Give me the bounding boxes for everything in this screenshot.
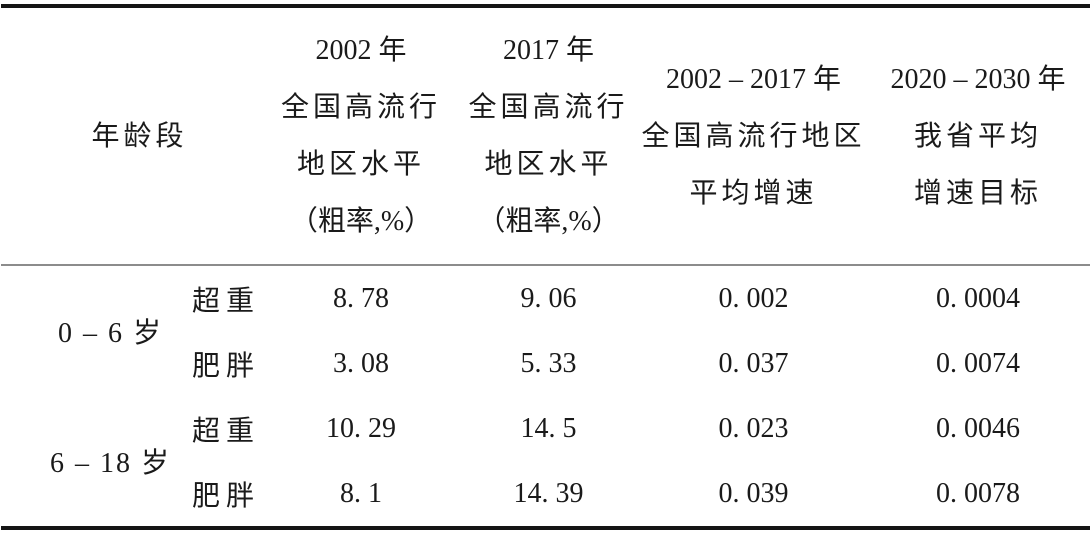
- cell-target: 0. 0074: [936, 347, 1021, 379]
- cell-national-2017: 5. 33: [520, 347, 577, 379]
- cell-category: 超重: [192, 415, 261, 447]
- header-line: （粗率,%）: [477, 206, 620, 237]
- header-age-group: 年龄段: [1, 6, 266, 265]
- table-header: 年龄段 2002 年 全国高流行 地区水平 （粗率,%） 2017 年 全国高流…: [1, 6, 1091, 265]
- header-line: 2002 – 2017 年: [666, 63, 842, 95]
- cell-category: 肥胖: [192, 480, 261, 512]
- cell-age-6-18: 6 – 18 岁: [49, 448, 171, 479]
- header-growth-2002-2017: 2002 – 2017 年 全国高流行地区 平均增速: [641, 6, 866, 265]
- header-national-2017: 2017 年 全国高流行 地区水平 （粗率,%）: [456, 6, 641, 265]
- table-row: 肥胖 3. 08 5. 33 0. 037 0. 0074: [1, 331, 1090, 396]
- header-line: 2002 年: [315, 35, 407, 66]
- cell-national-2017: 14. 39: [513, 477, 584, 509]
- cell-age-0-6: 0 – 6 岁: [57, 318, 163, 349]
- table-row: 6 – 18 岁 超重 10. 29 14. 5 0. 023 0. 0046: [1, 396, 1090, 480]
- header-target-2020-2030: 2020 – 2030 年 我省平均 增速目标: [866, 6, 1090, 265]
- cell-category: 肥胖: [192, 350, 261, 382]
- cell-national-2002: 8. 78: [333, 282, 390, 314]
- header-line: 我省平均: [914, 120, 1043, 152]
- cell-target: 0. 0004: [936, 282, 1021, 314]
- header-age-group-label: 年龄段: [91, 120, 188, 152]
- header-line: 增速目标: [914, 177, 1043, 209]
- header-line: 全国高流行: [468, 92, 629, 123]
- cell-national-2002: 8. 1: [340, 477, 383, 509]
- cell-national-2002: 3. 08: [333, 347, 390, 379]
- header-line: 地区水平: [297, 149, 426, 180]
- header-row: 年龄段 2002 年 全国高流行 地区水平 （粗率,%） 2017 年 全国高流…: [1, 6, 1091, 265]
- cell-growth: 0. 037: [718, 347, 789, 379]
- header-line: 2020 – 2030 年: [890, 63, 1066, 95]
- cell-national-2002: 10. 29: [326, 412, 397, 444]
- header-line: 平均增速: [689, 177, 818, 209]
- cell-national-2017: 14. 5: [520, 412, 577, 444]
- header-line: （粗率,%）: [289, 206, 433, 237]
- cell-national-2017: 9. 06: [520, 282, 577, 314]
- table-row: 0 – 6 岁 超重 8. 78 9. 06 0. 002 0. 0004: [1, 265, 1090, 350]
- cell-growth: 0. 002: [718, 282, 789, 314]
- header-line: 2017 年: [503, 35, 595, 66]
- header-line: 全国高流行地区: [641, 120, 866, 152]
- cell-growth: 0. 023: [718, 412, 789, 444]
- cell-target: 0. 0046: [936, 412, 1021, 444]
- header-line: 全国高流行: [281, 92, 442, 123]
- prevalence-statistics-table: 年龄段 2002 年 全国高流行 地区水平 （粗率,%） 2017 年 全国高流…: [1, 4, 1091, 530]
- cell-target: 0. 0078: [936, 477, 1021, 509]
- header-line: 地区水平: [484, 149, 613, 180]
- cell-category: 超重: [192, 285, 261, 317]
- cell-growth: 0. 039: [718, 477, 789, 509]
- table-body: 0 – 6 岁 超重 8. 78 9. 06 0. 002 0. 0004 肥胖…: [1, 265, 1090, 528]
- table-row: 肥胖 8. 1 14. 39 0. 039 0. 0078: [1, 461, 1090, 528]
- header-national-2002: 2002 年 全国高流行 地区水平 （粗率,%）: [266, 6, 456, 265]
